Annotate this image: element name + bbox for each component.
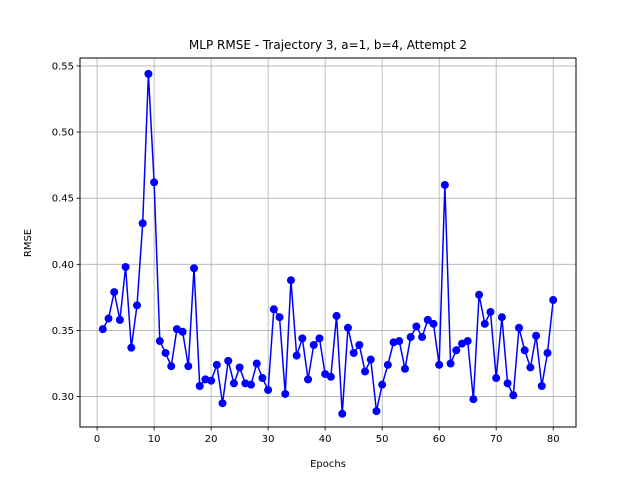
data-point bbox=[229, 379, 238, 388]
data-point bbox=[412, 322, 421, 331]
data-point bbox=[435, 360, 444, 369]
data-point bbox=[161, 348, 170, 357]
y-tick-label: 0.35 bbox=[52, 326, 74, 337]
data-point bbox=[247, 380, 256, 389]
x-tick-label: 80 bbox=[547, 434, 560, 445]
data-point bbox=[532, 331, 541, 340]
x-tick-label: 0 bbox=[94, 434, 100, 445]
data-point bbox=[526, 363, 535, 372]
data-point bbox=[418, 333, 427, 342]
data-point bbox=[195, 382, 204, 390]
data-point bbox=[480, 319, 489, 328]
y-tick-label: 0.40 bbox=[52, 260, 74, 271]
data-point bbox=[138, 219, 147, 228]
x-axis-title: Epochs bbox=[310, 459, 346, 470]
data-point bbox=[332, 311, 341, 320]
series-layer bbox=[98, 69, 558, 418]
x-tick-label: 30 bbox=[262, 434, 275, 445]
data-point bbox=[218, 399, 227, 408]
x-tick-label: 50 bbox=[376, 434, 389, 445]
y-axis-title: RMSE bbox=[23, 229, 34, 257]
data-point bbox=[207, 376, 216, 385]
data-point bbox=[258, 374, 267, 383]
data-point bbox=[383, 360, 392, 369]
data-point bbox=[133, 301, 142, 310]
data-point bbox=[304, 375, 313, 384]
data-point bbox=[326, 372, 335, 381]
x-axis: 0 10 20 30 40 50 60 70 80 bbox=[94, 427, 560, 445]
chart-title: MLP RMSE - Trajectory 3, a=1, b=4, Attem… bbox=[189, 38, 467, 52]
data-point bbox=[423, 315, 432, 324]
data-point bbox=[269, 305, 278, 314]
data-point bbox=[292, 351, 301, 360]
data-point bbox=[440, 180, 449, 189]
data-point bbox=[252, 359, 261, 368]
data-point bbox=[395, 337, 404, 346]
data-point bbox=[155, 337, 164, 346]
data-point bbox=[144, 69, 153, 78]
data-point bbox=[309, 341, 318, 349]
data-point bbox=[281, 389, 290, 398]
data-point bbox=[349, 348, 358, 357]
data-point bbox=[366, 355, 375, 364]
y-tick-label: 0.30 bbox=[52, 392, 74, 403]
data-point bbox=[190, 264, 199, 273]
data-point bbox=[315, 334, 324, 343]
data-point bbox=[167, 362, 176, 371]
data-point bbox=[475, 290, 484, 299]
data-point bbox=[104, 314, 113, 323]
data-point bbox=[537, 382, 546, 390]
data-point bbox=[514, 323, 523, 332]
grid-lines bbox=[80, 58, 576, 427]
x-tick-label: 40 bbox=[319, 434, 332, 445]
data-point bbox=[520, 346, 529, 355]
data-point bbox=[509, 391, 518, 400]
data-point bbox=[361, 367, 370, 376]
data-point bbox=[98, 325, 107, 334]
data-point bbox=[400, 364, 409, 373]
data-point bbox=[492, 374, 501, 383]
data-point bbox=[543, 348, 552, 357]
y-tick-label: 0.55 bbox=[52, 61, 74, 72]
data-point bbox=[463, 337, 472, 346]
data-point bbox=[343, 323, 352, 332]
data-point bbox=[275, 313, 284, 322]
data-point bbox=[224, 356, 233, 365]
data-point bbox=[121, 262, 130, 271]
data-point bbox=[298, 334, 307, 343]
data-point bbox=[110, 288, 119, 297]
data-point bbox=[355, 341, 364, 349]
data-point bbox=[429, 319, 438, 328]
data-point bbox=[378, 380, 387, 389]
data-point bbox=[486, 307, 495, 316]
x-tick-label: 20 bbox=[205, 434, 218, 445]
data-point bbox=[406, 333, 415, 342]
data-point bbox=[115, 315, 124, 324]
data-point bbox=[446, 359, 455, 368]
data-point bbox=[212, 360, 221, 369]
data-point bbox=[235, 363, 244, 372]
x-tick-label: 60 bbox=[433, 434, 446, 445]
data-point bbox=[286, 276, 295, 285]
plot-area-frame bbox=[79, 57, 577, 428]
x-tick-label: 10 bbox=[148, 434, 161, 445]
data-point bbox=[549, 296, 558, 305]
data-point bbox=[497, 313, 506, 322]
y-axis: 0.30 0.35 0.40 0.45 0.50 0.55 bbox=[52, 61, 80, 403]
data-point bbox=[469, 395, 478, 404]
y-tick-label: 0.45 bbox=[52, 194, 74, 205]
data-point bbox=[264, 385, 273, 394]
x-tick-label: 70 bbox=[490, 434, 503, 445]
y-tick-label: 0.50 bbox=[52, 128, 74, 139]
data-point bbox=[150, 178, 159, 187]
data-point bbox=[372, 407, 381, 416]
data-point bbox=[503, 379, 512, 388]
data-point bbox=[178, 327, 187, 336]
data-point bbox=[127, 343, 136, 352]
data-point bbox=[452, 346, 461, 355]
data-point bbox=[338, 409, 347, 418]
data-point bbox=[184, 362, 193, 371]
